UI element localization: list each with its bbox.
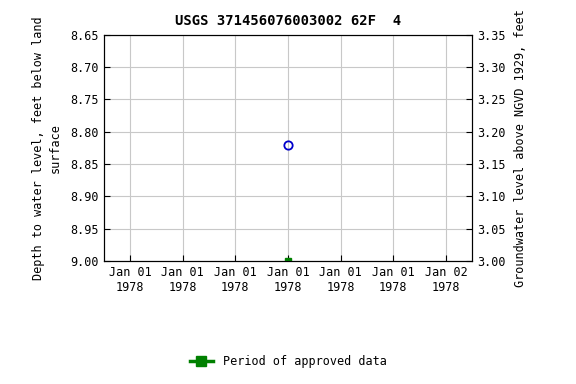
Y-axis label: Groundwater level above NGVD 1929, feet: Groundwater level above NGVD 1929, feet [514,9,527,287]
Title: USGS 371456076003002 62F  4: USGS 371456076003002 62F 4 [175,14,401,28]
Legend: Period of approved data: Period of approved data [185,351,391,373]
Y-axis label: Depth to water level, feet below land
surface: Depth to water level, feet below land su… [32,16,62,280]
